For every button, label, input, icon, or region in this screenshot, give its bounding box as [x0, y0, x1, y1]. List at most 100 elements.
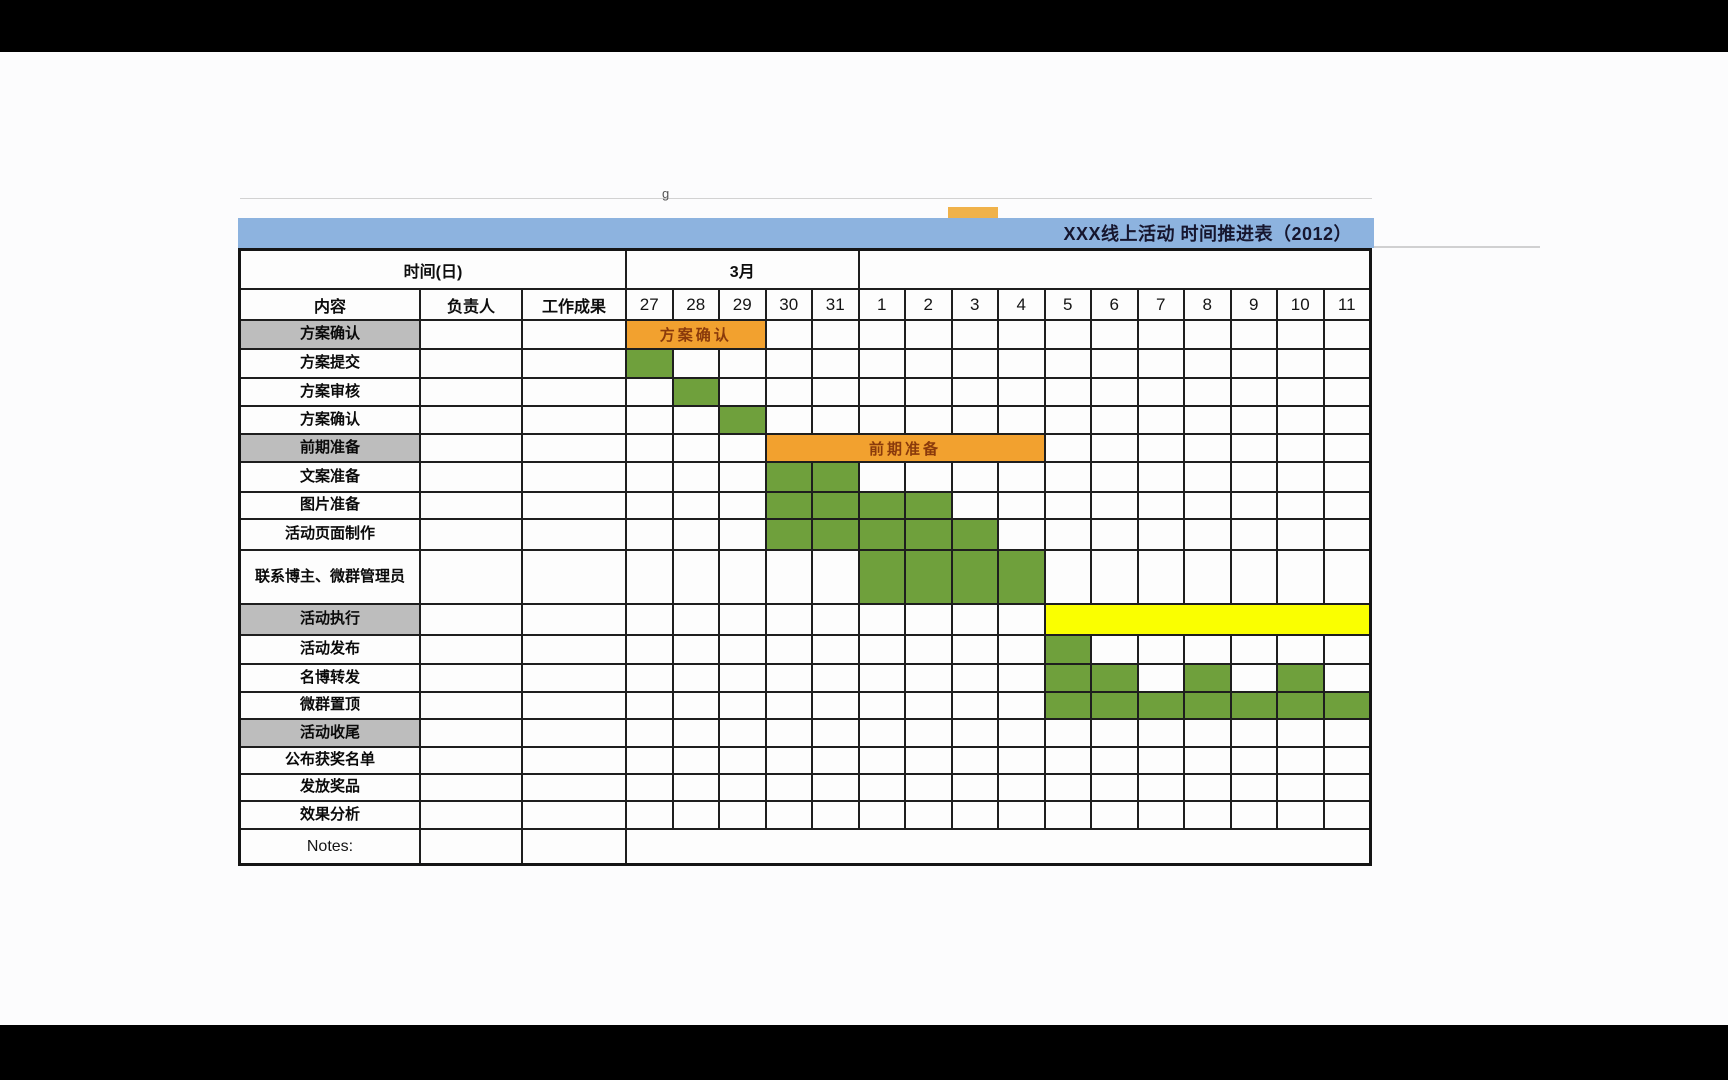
owner-cell-14[interactable] — [421, 748, 521, 773]
deliverable-cell-16[interactable] — [523, 802, 625, 828]
gantt-cell-r11-d7[interactable] — [1138, 665, 1183, 691]
gantt-cell-r4-d28[interactable] — [673, 435, 718, 461]
gantt-cell-r13-d10[interactable] — [1278, 720, 1323, 746]
gantt-cell-r5-d10[interactable] — [1278, 463, 1323, 491]
gantt-cell-r11-d9[interactable] — [1231, 665, 1276, 691]
gantt-cell-r2-d7[interactable] — [1138, 379, 1183, 405]
gantt-cell-r10-d10[interactable] — [1278, 636, 1323, 663]
gantt-cell-r8-d10[interactable] — [1278, 551, 1323, 603]
gantt-cell-r10-d28[interactable] — [673, 636, 718, 663]
gantt-cell-r7-d9[interactable] — [1231, 520, 1276, 549]
gantt-cell-r3-d30[interactable] — [766, 407, 811, 433]
gantt-cell-r15-d11[interactable] — [1324, 775, 1369, 800]
gantt-cell-r15-d27[interactable] — [627, 775, 672, 800]
gantt-cell-filled-r7-d2[interactable] — [906, 520, 951, 549]
gantt-cell-r9-d28[interactable] — [673, 605, 718, 634]
gantt-cell-r15-d7[interactable] — [1138, 775, 1183, 800]
gantt-cell-r7-d27[interactable] — [627, 520, 672, 549]
gantt-cell-r11-d2[interactable] — [906, 665, 951, 691]
gantt-cell-r5-d8[interactable] — [1185, 463, 1230, 491]
gantt-cell-r14-d29[interactable] — [720, 748, 765, 773]
gantt-cell-r7-d11[interactable] — [1324, 520, 1369, 549]
gantt-cell-r4-d7[interactable] — [1138, 435, 1183, 461]
gantt-cell-r2-d8[interactable] — [1185, 379, 1230, 405]
gantt-cell-r15-d9[interactable] — [1231, 775, 1276, 800]
gantt-cell-r0-d10[interactable] — [1278, 321, 1323, 348]
gantt-cell-filled-r7-d30[interactable] — [766, 520, 811, 549]
gantt-cell-filled-r12-d11[interactable] — [1324, 693, 1369, 718]
gantt-cell-r2-d1[interactable] — [859, 379, 904, 405]
gantt-cell-r14-d11[interactable] — [1324, 748, 1369, 773]
gantt-cell-r14-d5[interactable] — [1045, 748, 1090, 773]
gantt-cell-filled-r12-d8[interactable] — [1185, 693, 1230, 718]
gantt-cell-r15-d8[interactable] — [1185, 775, 1230, 800]
gantt-cell-filled-r2-d28[interactable] — [673, 379, 718, 405]
gantt-cell-r14-d9[interactable] — [1231, 748, 1276, 773]
gantt-cell-filled-r12-d9[interactable] — [1231, 693, 1276, 718]
gantt-cell-r14-d27[interactable] — [627, 748, 672, 773]
gantt-cell-r16-d11[interactable] — [1324, 802, 1369, 828]
deliverable-cell-2[interactable] — [523, 379, 625, 405]
gantt-cell-r1-d1[interactable] — [859, 350, 904, 377]
gantt-cell-r0-d11[interactable] — [1324, 321, 1369, 348]
gantt-cell-r4-d10[interactable] — [1278, 435, 1323, 461]
gantt-cell-r14-d7[interactable] — [1138, 748, 1183, 773]
gantt-cell-r8-d5[interactable] — [1045, 551, 1090, 603]
gantt-cell-r6-d6[interactable] — [1092, 493, 1137, 518]
gantt-cell-r16-d6[interactable] — [1092, 802, 1137, 828]
gantt-cell-r4-d27[interactable] — [627, 435, 672, 461]
gantt-cell-r9-d2[interactable] — [906, 605, 951, 634]
gantt-cell-r15-d2[interactable] — [906, 775, 951, 800]
gantt-cell-r0-d31[interactable] — [813, 321, 858, 348]
deliverable-cell-7[interactable] — [523, 520, 625, 549]
gantt-cell-r15-d29[interactable] — [720, 775, 765, 800]
gantt-cell-r5-d1[interactable] — [859, 463, 904, 491]
gantt-cell-r3-d10[interactable] — [1278, 407, 1323, 433]
owner-cell-3[interactable] — [421, 407, 521, 433]
owner-cell-5[interactable] — [421, 463, 521, 491]
owner-cell-0[interactable] — [421, 321, 521, 348]
gantt-cell-r7-d7[interactable] — [1138, 520, 1183, 549]
gantt-cell-r7-d28[interactable] — [673, 520, 718, 549]
gantt-cell-r4-d9[interactable] — [1231, 435, 1276, 461]
owner-cell-12[interactable] — [421, 693, 521, 718]
gantt-cell-r8-d30[interactable] — [766, 551, 811, 603]
gantt-cell-r8-d28[interactable] — [673, 551, 718, 603]
gantt-cell-filled-r6-d30[interactable] — [766, 493, 811, 518]
gantt-cell-r9-d30[interactable] — [766, 605, 811, 634]
gantt-cell-r5-d11[interactable] — [1324, 463, 1369, 491]
gantt-cell-r6-d5[interactable] — [1045, 493, 1090, 518]
owner-cell-8[interactable] — [421, 551, 521, 603]
gantt-cell-r4-d29[interactable] — [720, 435, 765, 461]
gantt-cell-r15-d3[interactable] — [952, 775, 997, 800]
gantt-cell-r10-d11[interactable] — [1324, 636, 1369, 663]
gantt-cell-r10-d2[interactable] — [906, 636, 951, 663]
gantt-cell-r8-d11[interactable] — [1324, 551, 1369, 603]
gantt-cell-r13-d31[interactable] — [813, 720, 858, 746]
gantt-cell-r14-d6[interactable] — [1092, 748, 1137, 773]
gantt-cell-r10-d6[interactable] — [1092, 636, 1137, 663]
gantt-cell-filled-r11-d8[interactable] — [1185, 665, 1230, 691]
gantt-cell-filled-r11-d5[interactable] — [1045, 665, 1090, 691]
owner-cell-13[interactable] — [421, 720, 521, 746]
gantt-cell-r11-d29[interactable] — [720, 665, 765, 691]
gantt-cell-r8-d6[interactable] — [1092, 551, 1137, 603]
gantt-cell-r8-d9[interactable] — [1231, 551, 1276, 603]
gantt-cell-r14-d30[interactable] — [766, 748, 811, 773]
notes-area[interactable] — [627, 830, 1369, 863]
gantt-cell-r8-d7[interactable] — [1138, 551, 1183, 603]
gantt-cell-filled-r8-d1[interactable] — [859, 551, 904, 603]
gantt-cell-r16-d5[interactable] — [1045, 802, 1090, 828]
gantt-cell-r4-d8[interactable] — [1185, 435, 1230, 461]
gantt-cell-r12-d29[interactable] — [720, 693, 765, 718]
gantt-cell-r15-d28[interactable] — [673, 775, 718, 800]
gantt-cell-r4-d6[interactable] — [1092, 435, 1137, 461]
gantt-cell-r13-d7[interactable] — [1138, 720, 1183, 746]
gantt-cell-r12-d2[interactable] — [906, 693, 951, 718]
gantt-cell-r2-d10[interactable] — [1278, 379, 1323, 405]
gantt-cell-r14-d10[interactable] — [1278, 748, 1323, 773]
gantt-cell-r1-d10[interactable] — [1278, 350, 1323, 377]
gantt-cell-r16-d30[interactable] — [766, 802, 811, 828]
gantt-cell-r1-d11[interactable] — [1324, 350, 1369, 377]
gantt-cell-r0-d30[interactable] — [766, 321, 811, 348]
